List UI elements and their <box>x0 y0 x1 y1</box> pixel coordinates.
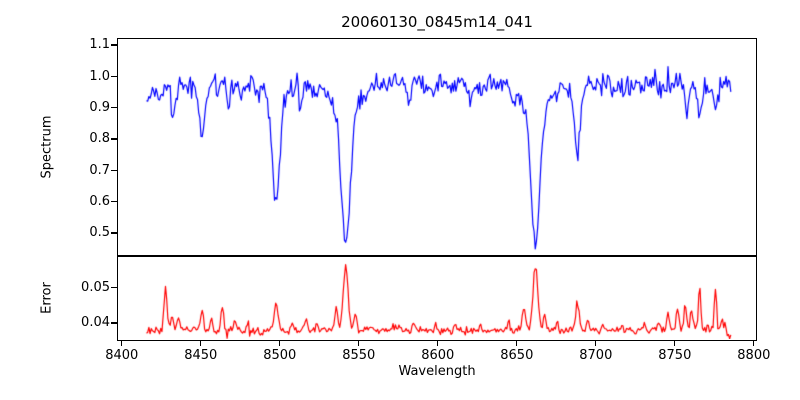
x-tick-mark <box>516 341 518 346</box>
spectrum-y-tick-mark <box>111 138 117 140</box>
spectrum-curve-canvas <box>118 39 755 254</box>
error-axes <box>117 256 757 341</box>
error-y-axis-label: Error <box>39 282 55 314</box>
spectrum-y-tick-mark <box>111 75 117 77</box>
x-axis-label: Wavelength <box>398 364 476 379</box>
error-y-tick-label: 0.05 <box>81 280 110 296</box>
x-tick-label: 8500 <box>263 348 297 363</box>
x-tick-mark <box>674 341 676 346</box>
x-tick-mark <box>279 341 281 346</box>
spectrum-axes <box>117 38 757 256</box>
error-y-tick-label: 0.04 <box>81 315 110 331</box>
error-y-tick-mark <box>111 286 117 289</box>
x-tick-mark <box>595 341 597 346</box>
x-tick-label: 8450 <box>184 348 218 363</box>
x-tick-label: 8600 <box>421 348 455 363</box>
spectrum-y-axis-label: Spectrum <box>39 115 55 179</box>
spectrum-y-tick-label: 1.0 <box>89 68 110 84</box>
error-curve-canvas <box>118 257 755 339</box>
x-tick-mark <box>121 341 123 346</box>
x-tick-label: 8750 <box>658 348 692 363</box>
spectrum-y-tick-label: 0.8 <box>89 131 110 147</box>
x-tick-label: 8800 <box>737 348 771 363</box>
x-tick-mark <box>200 341 202 346</box>
spectrum-y-tick-label: 0.6 <box>89 194 110 210</box>
x-tick-mark <box>358 341 360 346</box>
spectrum-y-tick-mark <box>111 106 117 109</box>
error-y-tick-mark <box>111 322 117 324</box>
x-tick-label: 8550 <box>342 348 376 363</box>
spectrum-y-tick-mark <box>111 169 117 171</box>
x-tick-mark <box>437 341 439 346</box>
spectrum-y-tick-mark <box>111 200 117 203</box>
x-tick-label: 8400 <box>105 348 139 363</box>
x-tick-mark <box>753 341 755 346</box>
spectrum-y-tick-label: 0.9 <box>89 100 110 116</box>
x-tick-label: 8700 <box>579 348 613 363</box>
spectrum-y-tick-mark <box>111 44 117 46</box>
spectrum-y-tick-label: 0.7 <box>89 162 110 178</box>
spectrum-y-tick-label: 1.1 <box>89 37 110 53</box>
spectrum-y-tick-label: 0.5 <box>89 225 110 241</box>
spectrum-y-tick-mark <box>111 232 117 234</box>
chart-title: 20060130_0845m14_041 <box>341 13 533 31</box>
x-tick-label: 8650 <box>500 348 534 363</box>
